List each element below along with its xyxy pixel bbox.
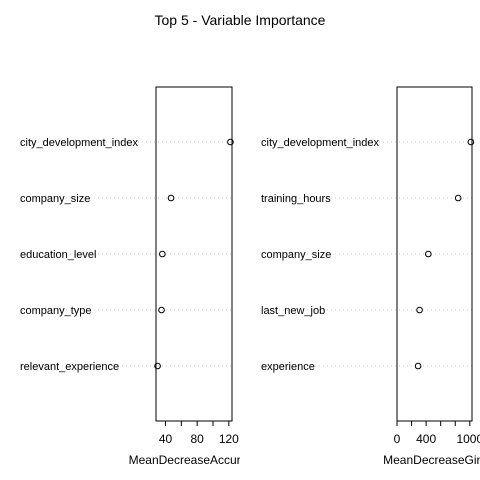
data-point (158, 306, 165, 314)
category-label: city_development_index (261, 137, 380, 149)
category-label: last_new_job (261, 305, 325, 317)
category-label: company_size (261, 249, 331, 261)
x-axis-title: MeanDecreaseGini (383, 453, 480, 467)
category-label: relevant_experience (20, 361, 119, 373)
data-point (416, 306, 423, 314)
category-label: company_type (20, 305, 92, 317)
plot-frame (396, 86, 473, 422)
x-axis-title: MeanDecreaseAccuracy (129, 453, 260, 467)
data-point (425, 250, 432, 258)
x-tick-label: 120 (219, 432, 239, 446)
category-label: experience (261, 361, 315, 373)
category-label: company_size (20, 193, 90, 205)
x-tick-label: 400 (416, 432, 436, 446)
x-tick-label: 1000 (456, 432, 480, 446)
chart-title: Top 5 - Variable Importance (154, 12, 326, 28)
data-point (159, 250, 166, 258)
category-label: training_hours (261, 193, 331, 205)
x-tick-label: 0 (394, 432, 401, 446)
category-label: education_level (20, 249, 96, 261)
data-point (454, 194, 462, 202)
x-tick-label: 40 (159, 432, 173, 446)
data-point (414, 362, 422, 370)
data-point (167, 194, 175, 202)
data-point (227, 138, 234, 146)
data-point (467, 138, 475, 146)
category-label: city_development_index (20, 137, 139, 149)
x-tick-label: 80 (190, 432, 204, 446)
data-point (154, 362, 161, 370)
